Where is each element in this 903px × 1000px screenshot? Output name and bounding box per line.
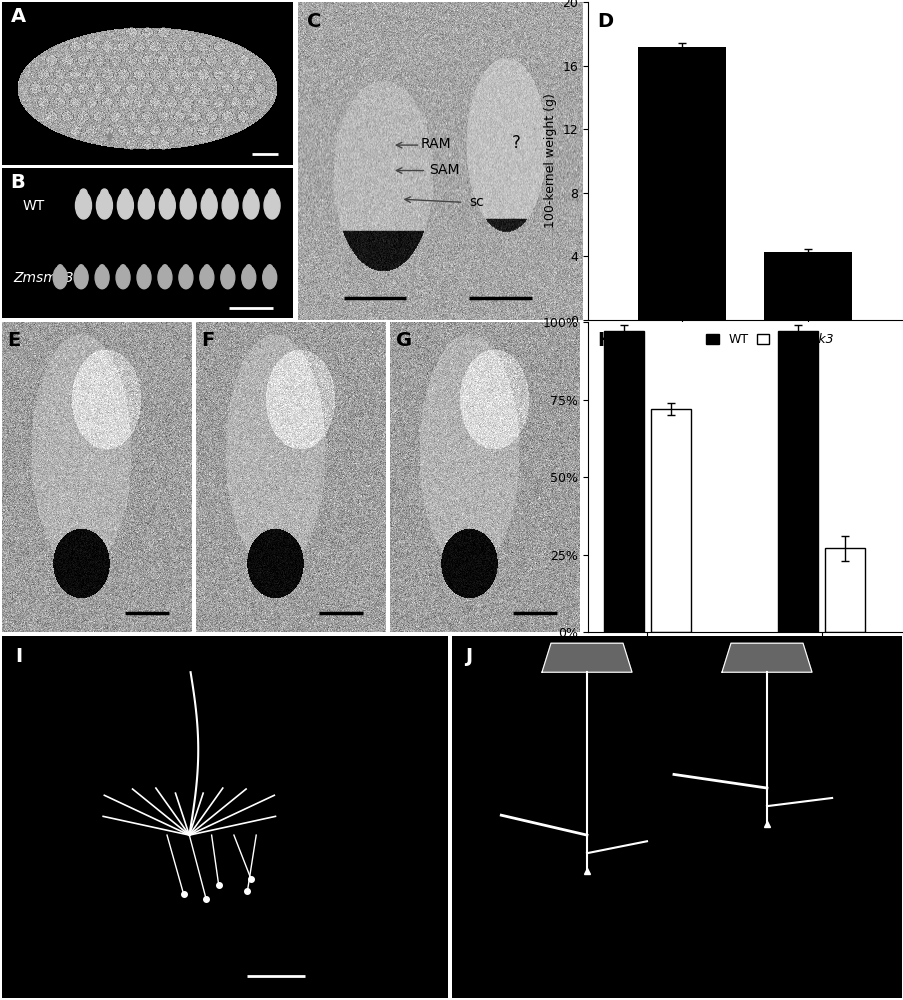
Ellipse shape <box>263 266 276 289</box>
Text: E: E <box>8 331 21 350</box>
Ellipse shape <box>227 189 234 198</box>
Ellipse shape <box>264 192 280 219</box>
Text: F: F <box>201 331 215 350</box>
Ellipse shape <box>57 265 63 272</box>
Y-axis label: 100-kernel weight (g): 100-kernel weight (g) <box>544 94 556 228</box>
Ellipse shape <box>53 266 67 289</box>
Ellipse shape <box>158 266 172 289</box>
Ellipse shape <box>79 265 84 272</box>
Ellipse shape <box>74 266 88 289</box>
Ellipse shape <box>122 189 129 198</box>
Text: J: J <box>465 647 472 666</box>
Ellipse shape <box>100 189 108 198</box>
Ellipse shape <box>268 189 275 198</box>
Text: sc: sc <box>469 195 483 209</box>
Ellipse shape <box>162 265 168 272</box>
Text: D: D <box>597 12 613 31</box>
Ellipse shape <box>200 266 214 289</box>
Bar <box>763 252 851 320</box>
Ellipse shape <box>137 266 151 289</box>
Ellipse shape <box>225 265 230 272</box>
Ellipse shape <box>120 265 126 272</box>
Ellipse shape <box>266 265 273 272</box>
Ellipse shape <box>116 266 130 289</box>
Ellipse shape <box>79 189 87 198</box>
Ellipse shape <box>117 192 134 219</box>
Text: G: G <box>396 331 412 350</box>
Ellipse shape <box>143 189 150 198</box>
Text: I: I <box>15 647 23 666</box>
Ellipse shape <box>99 265 105 272</box>
Text: Zmsmk3: Zmsmk3 <box>14 271 74 285</box>
Text: B: B <box>11 172 25 192</box>
Ellipse shape <box>205 189 212 198</box>
Bar <box>777 331 817 632</box>
Ellipse shape <box>222 192 237 219</box>
Ellipse shape <box>201 192 217 219</box>
Ellipse shape <box>163 189 171 198</box>
Bar <box>638 47 725 320</box>
Ellipse shape <box>241 266 256 289</box>
Ellipse shape <box>180 192 196 219</box>
Text: RAM: RAM <box>420 137 451 151</box>
Ellipse shape <box>246 265 251 272</box>
Bar <box>824 548 864 632</box>
Text: C: C <box>306 12 321 31</box>
Ellipse shape <box>243 192 259 219</box>
Ellipse shape <box>138 192 154 219</box>
Text: WT: WT <box>23 198 44 213</box>
Text: SAM: SAM <box>429 163 459 177</box>
Ellipse shape <box>220 266 235 289</box>
Ellipse shape <box>184 189 191 198</box>
Ellipse shape <box>95 266 109 289</box>
Ellipse shape <box>141 265 147 272</box>
Legend: WT, Zmsmk3: WT, Zmsmk3 <box>701 328 838 351</box>
Ellipse shape <box>75 192 91 219</box>
Ellipse shape <box>204 265 209 272</box>
Text: A: A <box>11 7 26 26</box>
Text: ?: ? <box>511 134 520 152</box>
Ellipse shape <box>182 265 189 272</box>
Ellipse shape <box>159 192 175 219</box>
Polygon shape <box>542 643 631 672</box>
Bar <box>650 409 690 632</box>
Polygon shape <box>721 643 811 672</box>
Ellipse shape <box>179 266 192 289</box>
Text: H: H <box>597 331 613 350</box>
Ellipse shape <box>97 192 112 219</box>
Bar <box>603 331 643 632</box>
Ellipse shape <box>247 189 255 198</box>
